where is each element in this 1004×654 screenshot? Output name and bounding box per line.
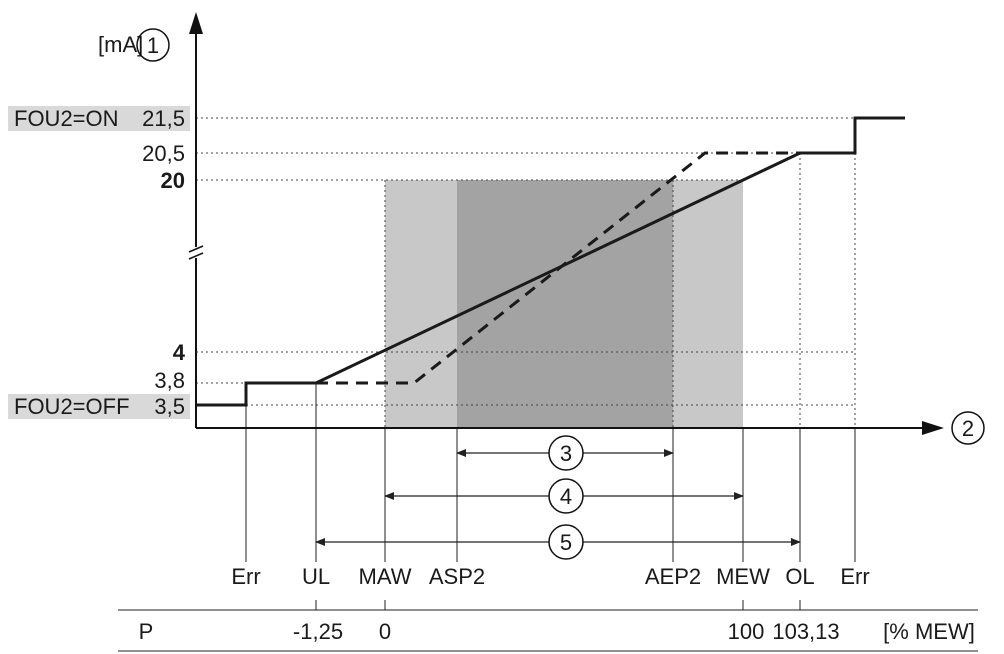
axis-break-mark-1 — [188, 245, 204, 253]
x-label-asp2: ASP2 — [429, 564, 485, 589]
range-3-label: 3 — [560, 441, 572, 466]
y-tick-21-5: 21,5 — [142, 106, 185, 131]
marker-2-circle — [951, 411, 985, 445]
y-axis-arrowhead — [189, 12, 203, 34]
marker-1-circle — [136, 28, 170, 62]
range-4-label: 4 — [560, 484, 572, 509]
fou2-on-prefix: FOU2=ON — [14, 106, 119, 131]
y-tick-20-5: 20,5 — [142, 141, 185, 166]
output-characteristic — [196, 116, 905, 407]
table-value-maw: 0 — [379, 619, 391, 644]
marker-2-label: 2 — [962, 416, 974, 441]
fou2-on-label-bg — [8, 106, 190, 131]
y-tick-20: 20 — [161, 168, 185, 193]
y-axis-unit: [mA] — [98, 32, 143, 57]
x-label-ol: OL — [785, 564, 814, 589]
y-tick-3-8: 3,8 — [154, 368, 185, 393]
y-tick-3-5: 3,5 — [154, 394, 185, 419]
table-row-label: P — [139, 619, 154, 644]
y-tick-4: 4 — [173, 340, 186, 365]
x-label-mew: MEW — [716, 564, 770, 589]
axis-break-mark-2 — [188, 252, 204, 260]
table-value-ul: -1,25 — [293, 619, 343, 644]
table-value-ol: 103,13 — [772, 619, 839, 644]
fou2-off-label-bg — [8, 394, 190, 419]
range-4-circle — [548, 478, 584, 514]
axis-break-gap — [189, 247, 203, 258]
x-label-maw: MAW — [359, 564, 412, 589]
scaled-range-band — [457, 180, 673, 428]
range-5-label: 5 — [560, 530, 572, 555]
range-5-circle — [548, 524, 584, 560]
x-label-err-left: Err — [231, 564, 260, 589]
marker-1-label: 1 — [147, 33, 159, 58]
range-3-circle — [548, 435, 584, 471]
x-label-aep2: AEP2 — [645, 564, 701, 589]
table-unit: [% MEW] — [883, 619, 975, 644]
fou2-off-prefix: FOU2=OFF — [14, 394, 130, 419]
table-value-mew: 100 — [728, 619, 765, 644]
x-axis-arrowhead — [922, 421, 944, 435]
x-label-ul: UL — [302, 564, 330, 589]
x-label-err-right: Err — [840, 564, 869, 589]
